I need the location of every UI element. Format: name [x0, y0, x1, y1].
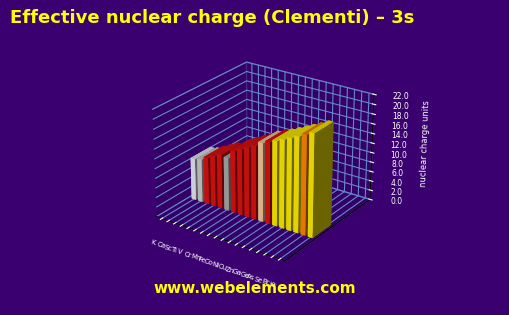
Text: Effective nuclear charge (Clementi) – 3s: Effective nuclear charge (Clementi) – 3s — [10, 9, 414, 27]
Text: www.webelements.com: www.webelements.com — [153, 281, 356, 296]
